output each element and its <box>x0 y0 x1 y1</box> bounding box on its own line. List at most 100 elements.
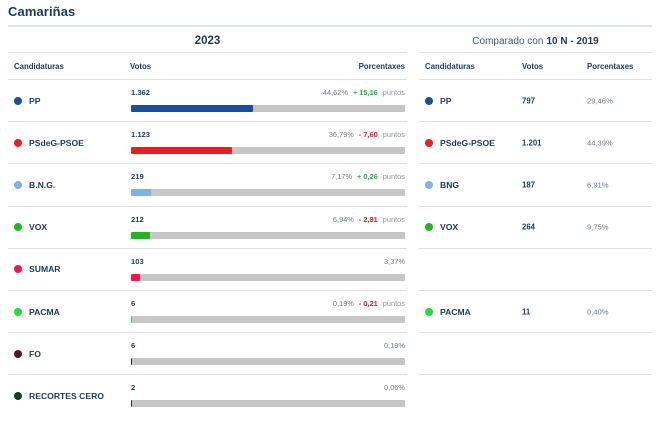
party-color-dot-icon <box>14 307 22 316</box>
vote-share-bar-track <box>131 189 405 197</box>
left-results-list: PP 1.362 44,62% + 15,16 puntos PSdeG-PSOE 1.12… <box>8 80 407 418</box>
title-divider <box>8 25 652 27</box>
percentage-group: 44,62% + 15,16 puntos <box>323 88 405 97</box>
table-row[interactable]: BNG 187 6,91% <box>419 164 652 207</box>
percentage-group: 0,06% <box>384 383 405 392</box>
percentage-value: 3,37% <box>384 256 405 266</box>
table-row[interactable]: RECORTES CERO 2 0,06% <box>8 375 407 417</box>
table-row[interactable]: PP 797 29,46% <box>419 80 652 123</box>
party-name: VOX <box>440 222 459 233</box>
vote-share-bar-track <box>131 273 405 281</box>
right-header-divider <box>419 79 652 80</box>
table-row[interactable]: VOX 212 6,94% - 2,81 puntos <box>8 207 407 249</box>
votes-count: 6 <box>131 341 136 351</box>
delta-points: - 7,60 <box>358 130 378 140</box>
left-header-votos: Votos <box>130 62 152 71</box>
percentage-group: 36,79% - 7,60 puntos <box>329 130 405 139</box>
party-color-dot-icon <box>425 96 433 105</box>
votes-count: 212 <box>131 214 144 224</box>
table-row[interactable]: PSdeG-PSOE 1.201 44,39% <box>419 122 652 165</box>
table-row <box>419 375 652 417</box>
vote-share-bar-track <box>131 105 405 112</box>
party-color-dot-icon <box>14 223 22 232</box>
party-label: VOX <box>425 222 458 232</box>
vote-share-bar-fill <box>131 105 254 112</box>
percentage-group: 3,37% <box>384 257 405 266</box>
delta-points: + 15,16 <box>352 88 378 97</box>
party-name: PP <box>29 95 41 106</box>
party-label: PACMA <box>14 307 60 317</box>
votes-count: 187 <box>522 180 536 190</box>
left-header-candidaturas: Candidaturas <box>14 62 64 71</box>
percentage-value: 36,79% <box>328 130 354 140</box>
party-color-dot-icon <box>14 180 22 189</box>
percentage-value: 0,19% <box>384 341 405 351</box>
party-label: VOX <box>14 222 47 232</box>
votes-count: 11 <box>522 307 531 317</box>
right-column-headers: Candidaturas Votos Porcentaxes <box>419 53 652 79</box>
table-row[interactable]: B.N.G. 219 7,17% + 0,26 puntos <box>8 164 407 207</box>
party-label: B.N.G. <box>14 180 55 190</box>
right-heading-divider <box>419 52 652 53</box>
page-title: Camariñas <box>8 4 76 19</box>
previous-election-panel: Comparado con 10 N - 2019 Candidaturas Vo… <box>419 30 652 428</box>
comparison-election: 10 N - 2019 <box>546 35 599 47</box>
table-row[interactable]: PACMA 6 0,19% - 0,21 puntos <box>8 291 407 334</box>
table-row <box>419 333 652 376</box>
delta-units: puntos <box>382 298 405 308</box>
table-row[interactable]: SUMAR 103 3,37% <box>8 249 407 291</box>
comparison-prefix: Comparado con <box>472 35 544 47</box>
percentage-value: 44,39% <box>587 138 613 148</box>
table-row <box>419 249 652 291</box>
party-label: FO <box>14 349 41 359</box>
votes-count: 1.201 <box>522 138 542 148</box>
delta-units: puntos <box>382 130 405 140</box>
party-label: PSdeG-PSOE <box>14 138 84 148</box>
party-color-dot-icon <box>425 223 433 232</box>
table-row[interactable]: PSdeG-PSOE 1.123 36,79% - 7,60 puntos <box>8 122 407 165</box>
right-header-candidaturas: Candidaturas <box>425 62 475 71</box>
votes-count: 264 <box>522 222 536 232</box>
left-heading-divider <box>8 52 407 53</box>
left-header-divider <box>8 79 407 80</box>
party-color-dot-icon <box>14 392 22 401</box>
table-row[interactable]: VOX 264 9,75% <box>419 207 652 249</box>
party-label: PACMA <box>425 307 471 317</box>
right-header-votos: Votos <box>522 62 544 71</box>
vote-share-bar-fill <box>131 273 141 281</box>
party-label: PSdeG-PSOE <box>425 138 495 148</box>
votes-count: 2 <box>131 383 136 393</box>
party-color-dot-icon <box>14 96 22 105</box>
current-election-panel: 2023 Candidaturas Votos Porcentaxes PP 1.… <box>8 30 407 428</box>
party-name: B.N.G. <box>29 179 56 190</box>
votes-count: 103 <box>131 256 144 266</box>
table-row[interactable]: PP 1.362 44,62% + 15,16 puntos <box>8 80 407 123</box>
vote-share-bar-track <box>131 147 405 155</box>
right-header-porcentaxes: Porcentaxes <box>587 62 634 71</box>
current-election-heading: 2023 <box>194 35 221 47</box>
votes-count: 219 <box>131 172 144 182</box>
delta-units: puntos <box>382 172 405 182</box>
delta-points: - 2,81 <box>358 214 378 224</box>
party-color-dot-icon <box>425 180 433 189</box>
vote-share-bar-track <box>131 231 405 239</box>
table-row[interactable]: PACMA 11 0,40% <box>419 291 652 334</box>
right-results-list: PP 797 29,46% PSdeG-PSOE 1.201 44,39% BNG 187 6,… <box>419 80 652 418</box>
table-row[interactable]: FO 6 0,19% <box>8 333 407 376</box>
party-color-dot-icon <box>14 265 22 274</box>
vote-share-bar-track <box>131 315 405 323</box>
party-name: PSdeG-PSOE <box>29 137 84 148</box>
party-name: BNG <box>440 179 460 190</box>
percentage-group: 6,94% - 2,81 puntos <box>333 215 405 224</box>
vote-share-bar-fill <box>131 189 151 197</box>
party-name: PP <box>440 95 452 106</box>
left-column-headers: Candidaturas Votos Porcentaxes <box>8 53 407 79</box>
percentage-value: 9,75% <box>587 222 609 232</box>
votes-count: 1.362 <box>131 88 151 97</box>
party-label: BNG <box>425 180 459 190</box>
percentage-value: 29,46% <box>587 96 613 106</box>
votes-count: 797 <box>522 96 536 106</box>
percentage-value: 0,40% <box>587 307 609 317</box>
vote-share-bar-fill <box>131 147 232 155</box>
